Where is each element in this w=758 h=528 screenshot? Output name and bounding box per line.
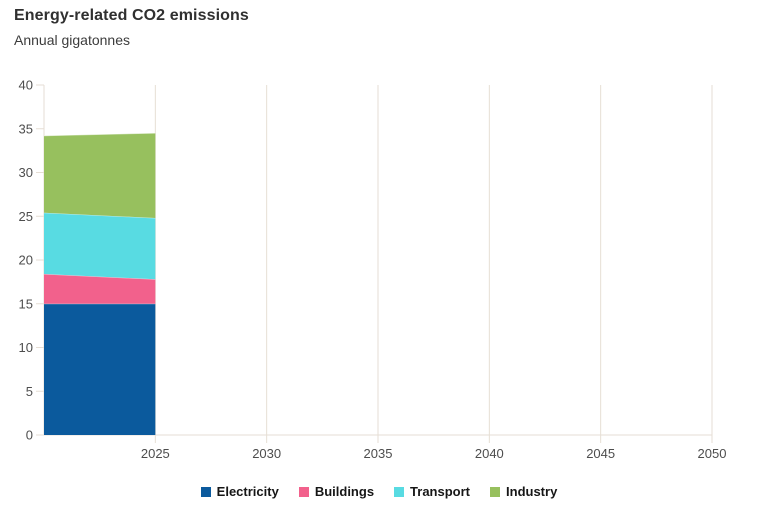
x-tick-label: 2035 (364, 446, 393, 461)
chart-title: Energy-related CO2 emissions (14, 7, 249, 24)
legend-label-buildings: Buildings (314, 484, 375, 499)
area-electricity (44, 303, 156, 435)
electricity-swatch-icon (200, 486, 211, 497)
y-tick-label: 25 (19, 209, 33, 224)
y-tick-label: 5 (26, 384, 33, 399)
legend-label-industry: Industry (506, 484, 558, 499)
area-buildings (44, 274, 156, 304)
legend-label-transport: Transport (410, 484, 471, 499)
transport-swatch-icon (394, 486, 405, 497)
y-tick-label: 30 (19, 165, 33, 180)
x-tick-label: 2045 (586, 446, 615, 461)
x-tick-label: 2025 (141, 446, 170, 461)
y-tick-label: 40 (19, 78, 33, 93)
y-tick-label: 0 (26, 428, 33, 443)
y-tick-label: 35 (19, 121, 33, 136)
area-transport (44, 212, 156, 280)
y-tick-label: 15 (19, 296, 33, 311)
x-tick-label: 2030 (252, 446, 281, 461)
legend-item-buildings: Buildings (298, 484, 375, 499)
chart-legend: Electricity Buildings Transport Industry (0, 484, 758, 499)
legend-label-electricity: Electricity (216, 484, 279, 499)
y-tick-label: 10 (19, 340, 33, 355)
stacked-areas (43, 132, 156, 435)
area-industry (44, 133, 156, 218)
industry-swatch-icon (490, 486, 501, 497)
gridlines (154, 85, 713, 435)
y-axis-ticks: 0 5 10 15 20 25 30 35 40 (19, 78, 44, 443)
legend-item-transport: Transport (394, 484, 470, 499)
buildings-swatch-icon (298, 486, 309, 497)
chart-subtitle: Annual gigatonnes (14, 32, 130, 48)
x-tick-label: 2040 (475, 446, 504, 461)
legend-item-industry: Industry (490, 484, 557, 499)
x-axis-ticks: 2025 2030 2035 2040 2045 2050 (141, 435, 727, 461)
legend-item-electricity: Electricity (200, 484, 279, 499)
x-tick-label: 2050 (698, 446, 727, 461)
y-tick-label: 20 (19, 253, 33, 268)
